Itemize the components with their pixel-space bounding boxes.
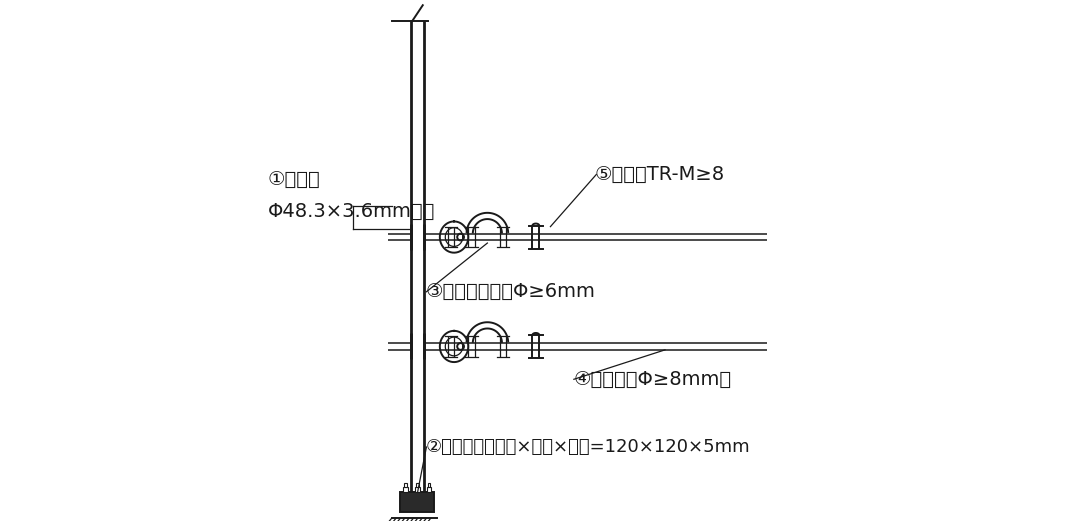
Bar (428, 483, 430, 487)
Text: ③圆锤拉结件：Φ≥6mm: ③圆锤拉结件：Φ≥6mm (426, 282, 595, 301)
Text: ⑤绳夹：TR-M≥8: ⑤绳夹：TR-M≥8 (595, 165, 725, 184)
Text: ②底部夹具：长度×宽度×厚度=120×120×5mm: ②底部夹具：长度×宽度×厚度=120×120×5mm (426, 438, 750, 456)
Bar (416, 483, 419, 487)
Text: ④锤丝绳：Φ≥8mm；: ④锤丝绳：Φ≥8mm； (573, 370, 732, 389)
Bar (404, 483, 407, 487)
Bar (411, 226, 423, 249)
Bar (415, 487, 420, 492)
Bar (403, 487, 408, 492)
Text: ①立杆：: ①立杆： (268, 170, 321, 189)
Bar (401, 492, 434, 512)
Bar (427, 487, 431, 492)
Text: Φ48.3×3.6mm锤管: Φ48.3×3.6mm锤管 (268, 202, 435, 220)
Bar (411, 335, 423, 358)
